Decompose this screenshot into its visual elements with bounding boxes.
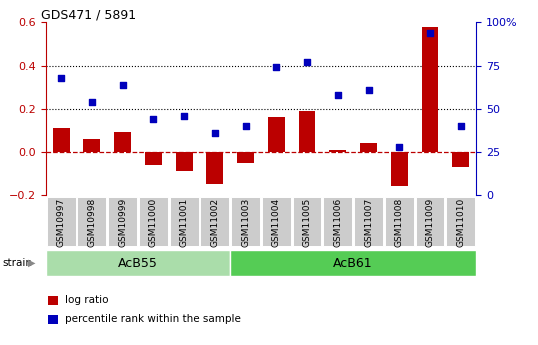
Text: percentile rank within the sample: percentile rank within the sample	[65, 314, 240, 324]
Point	[210, 130, 219, 136]
Text: GSM11009: GSM11009	[426, 198, 435, 247]
Point	[272, 65, 281, 70]
Text: GSM11005: GSM11005	[302, 198, 312, 247]
Point	[241, 123, 250, 129]
Bar	[268, 117, 285, 152]
Text: GSM11000: GSM11000	[149, 198, 158, 247]
Bar	[452, 152, 469, 167]
Text: GSM11010: GSM11010	[456, 198, 465, 247]
Text: GDS471 / 5891: GDS471 / 5891	[41, 8, 137, 21]
Point	[118, 82, 127, 87]
Bar	[329, 150, 346, 152]
FancyBboxPatch shape	[262, 197, 291, 246]
Point	[88, 99, 96, 105]
Text: GSM11004: GSM11004	[272, 198, 281, 247]
Point	[149, 116, 158, 122]
FancyBboxPatch shape	[354, 197, 383, 246]
Point	[364, 87, 373, 92]
Text: GSM11001: GSM11001	[180, 198, 189, 247]
Text: AcB61: AcB61	[334, 257, 373, 269]
Point	[395, 144, 404, 149]
FancyBboxPatch shape	[447, 197, 475, 246]
FancyBboxPatch shape	[139, 197, 168, 246]
Bar	[53, 128, 69, 152]
Text: GSM11008: GSM11008	[395, 198, 404, 247]
Text: GSM11002: GSM11002	[210, 198, 220, 247]
Text: GSM10997: GSM10997	[56, 198, 66, 247]
FancyBboxPatch shape	[46, 250, 230, 276]
Text: GSM10999: GSM10999	[118, 198, 127, 247]
FancyBboxPatch shape	[385, 197, 414, 246]
Bar	[237, 152, 254, 162]
Bar	[299, 111, 315, 152]
Text: ▶: ▶	[28, 258, 36, 268]
Bar	[145, 152, 162, 165]
FancyBboxPatch shape	[230, 250, 476, 276]
FancyBboxPatch shape	[293, 197, 322, 246]
Bar	[391, 152, 408, 186]
FancyBboxPatch shape	[77, 197, 107, 246]
FancyBboxPatch shape	[415, 197, 444, 246]
Point	[303, 59, 312, 65]
Bar	[422, 27, 438, 152]
Bar	[207, 152, 223, 184]
Text: GSM11006: GSM11006	[333, 198, 342, 247]
Bar	[114, 132, 131, 152]
Text: AcB55: AcB55	[118, 257, 158, 269]
FancyBboxPatch shape	[169, 197, 199, 246]
FancyBboxPatch shape	[323, 197, 352, 246]
Point	[456, 123, 465, 129]
Point	[334, 92, 342, 98]
Text: log ratio: log ratio	[65, 295, 108, 305]
Bar	[175, 152, 193, 171]
FancyBboxPatch shape	[47, 197, 75, 246]
Point	[180, 113, 188, 118]
FancyBboxPatch shape	[200, 197, 229, 246]
Text: GSM11003: GSM11003	[241, 198, 250, 247]
Text: strain: strain	[3, 258, 33, 268]
Point	[57, 75, 66, 80]
Text: GSM11007: GSM11007	[364, 198, 373, 247]
Bar	[83, 139, 100, 152]
Text: GSM10998: GSM10998	[87, 198, 96, 247]
Bar	[360, 143, 377, 152]
Point	[426, 30, 434, 36]
FancyBboxPatch shape	[108, 197, 137, 246]
FancyBboxPatch shape	[231, 197, 260, 246]
